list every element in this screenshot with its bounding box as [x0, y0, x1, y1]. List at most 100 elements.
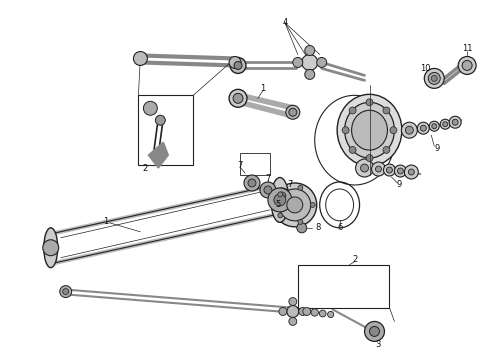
Ellipse shape — [352, 110, 388, 150]
Circle shape — [449, 116, 461, 128]
Circle shape — [349, 147, 356, 153]
Circle shape — [452, 119, 458, 125]
Circle shape — [371, 162, 386, 176]
Circle shape — [305, 69, 315, 80]
Ellipse shape — [271, 177, 289, 222]
Circle shape — [405, 126, 414, 134]
Circle shape — [311, 309, 318, 316]
Circle shape — [260, 182, 276, 198]
Circle shape — [317, 58, 327, 67]
Circle shape — [328, 311, 334, 318]
Circle shape — [298, 185, 303, 190]
Text: 9: 9 — [435, 144, 440, 153]
Text: 1: 1 — [103, 217, 108, 226]
Circle shape — [302, 54, 318, 71]
Circle shape — [299, 307, 307, 315]
Circle shape — [289, 298, 297, 306]
Text: 10: 10 — [420, 64, 431, 73]
Circle shape — [420, 125, 426, 131]
Circle shape — [264, 186, 272, 194]
Circle shape — [63, 289, 69, 294]
Circle shape — [298, 220, 303, 224]
Circle shape — [390, 127, 397, 134]
Circle shape — [462, 60, 472, 71]
Text: 2: 2 — [352, 255, 357, 264]
Circle shape — [248, 179, 256, 187]
Circle shape — [366, 99, 373, 106]
Circle shape — [404, 165, 418, 179]
Circle shape — [383, 147, 390, 153]
Circle shape — [233, 93, 243, 103]
Circle shape — [397, 168, 403, 174]
Text: 7: 7 — [237, 161, 243, 170]
Circle shape — [375, 166, 382, 172]
Bar — [298, 265, 390, 307]
Circle shape — [369, 327, 379, 336]
Circle shape — [278, 192, 283, 197]
Circle shape — [428, 72, 440, 84]
Circle shape — [310, 202, 315, 207]
Circle shape — [278, 192, 286, 200]
Circle shape — [289, 318, 297, 325]
Text: 2: 2 — [143, 163, 148, 172]
Circle shape — [279, 307, 287, 315]
Text: 1: 1 — [260, 84, 266, 93]
Circle shape — [432, 124, 437, 129]
Circle shape — [365, 321, 385, 341]
Circle shape — [234, 62, 242, 69]
Circle shape — [356, 159, 373, 177]
Circle shape — [274, 188, 290, 204]
Circle shape — [440, 119, 450, 129]
Text: 6: 6 — [337, 223, 343, 232]
Circle shape — [274, 194, 286, 206]
Circle shape — [229, 57, 241, 68]
Bar — [240, 153, 270, 175]
Circle shape — [229, 89, 247, 107]
Circle shape — [429, 121, 439, 131]
Circle shape — [60, 285, 72, 298]
Polygon shape — [148, 142, 168, 168]
Circle shape — [244, 175, 260, 191]
Circle shape — [384, 164, 395, 176]
Circle shape — [443, 122, 448, 127]
Circle shape — [273, 183, 317, 227]
Text: 5: 5 — [275, 201, 280, 210]
Circle shape — [286, 105, 300, 119]
Text: 3: 3 — [375, 340, 380, 349]
Circle shape — [394, 165, 406, 177]
Ellipse shape — [337, 94, 402, 166]
Circle shape — [43, 240, 59, 256]
Ellipse shape — [44, 228, 58, 268]
Text: 7: 7 — [265, 174, 270, 183]
Text: 7: 7 — [287, 180, 293, 189]
Circle shape — [342, 127, 349, 134]
Circle shape — [230, 58, 246, 73]
Circle shape — [278, 213, 283, 218]
Circle shape — [268, 188, 292, 212]
Circle shape — [144, 101, 157, 115]
Circle shape — [401, 122, 417, 138]
Circle shape — [408, 169, 415, 175]
Circle shape — [431, 75, 437, 81]
Text: 8: 8 — [315, 223, 320, 232]
Circle shape — [424, 68, 444, 88]
Circle shape — [387, 167, 392, 173]
Text: 9: 9 — [397, 180, 402, 189]
Circle shape — [349, 107, 356, 114]
Circle shape — [417, 122, 429, 134]
Circle shape — [289, 108, 297, 116]
Circle shape — [155, 115, 165, 125]
Circle shape — [305, 45, 315, 55]
Text: 11: 11 — [462, 44, 472, 53]
Circle shape — [319, 310, 326, 317]
Circle shape — [383, 107, 390, 114]
Circle shape — [366, 154, 373, 162]
Circle shape — [361, 164, 368, 172]
Circle shape — [279, 189, 311, 221]
Circle shape — [303, 307, 311, 315]
Circle shape — [297, 223, 307, 233]
Circle shape — [293, 58, 303, 67]
Circle shape — [287, 306, 299, 318]
Circle shape — [287, 197, 303, 213]
Text: 4: 4 — [282, 18, 288, 27]
